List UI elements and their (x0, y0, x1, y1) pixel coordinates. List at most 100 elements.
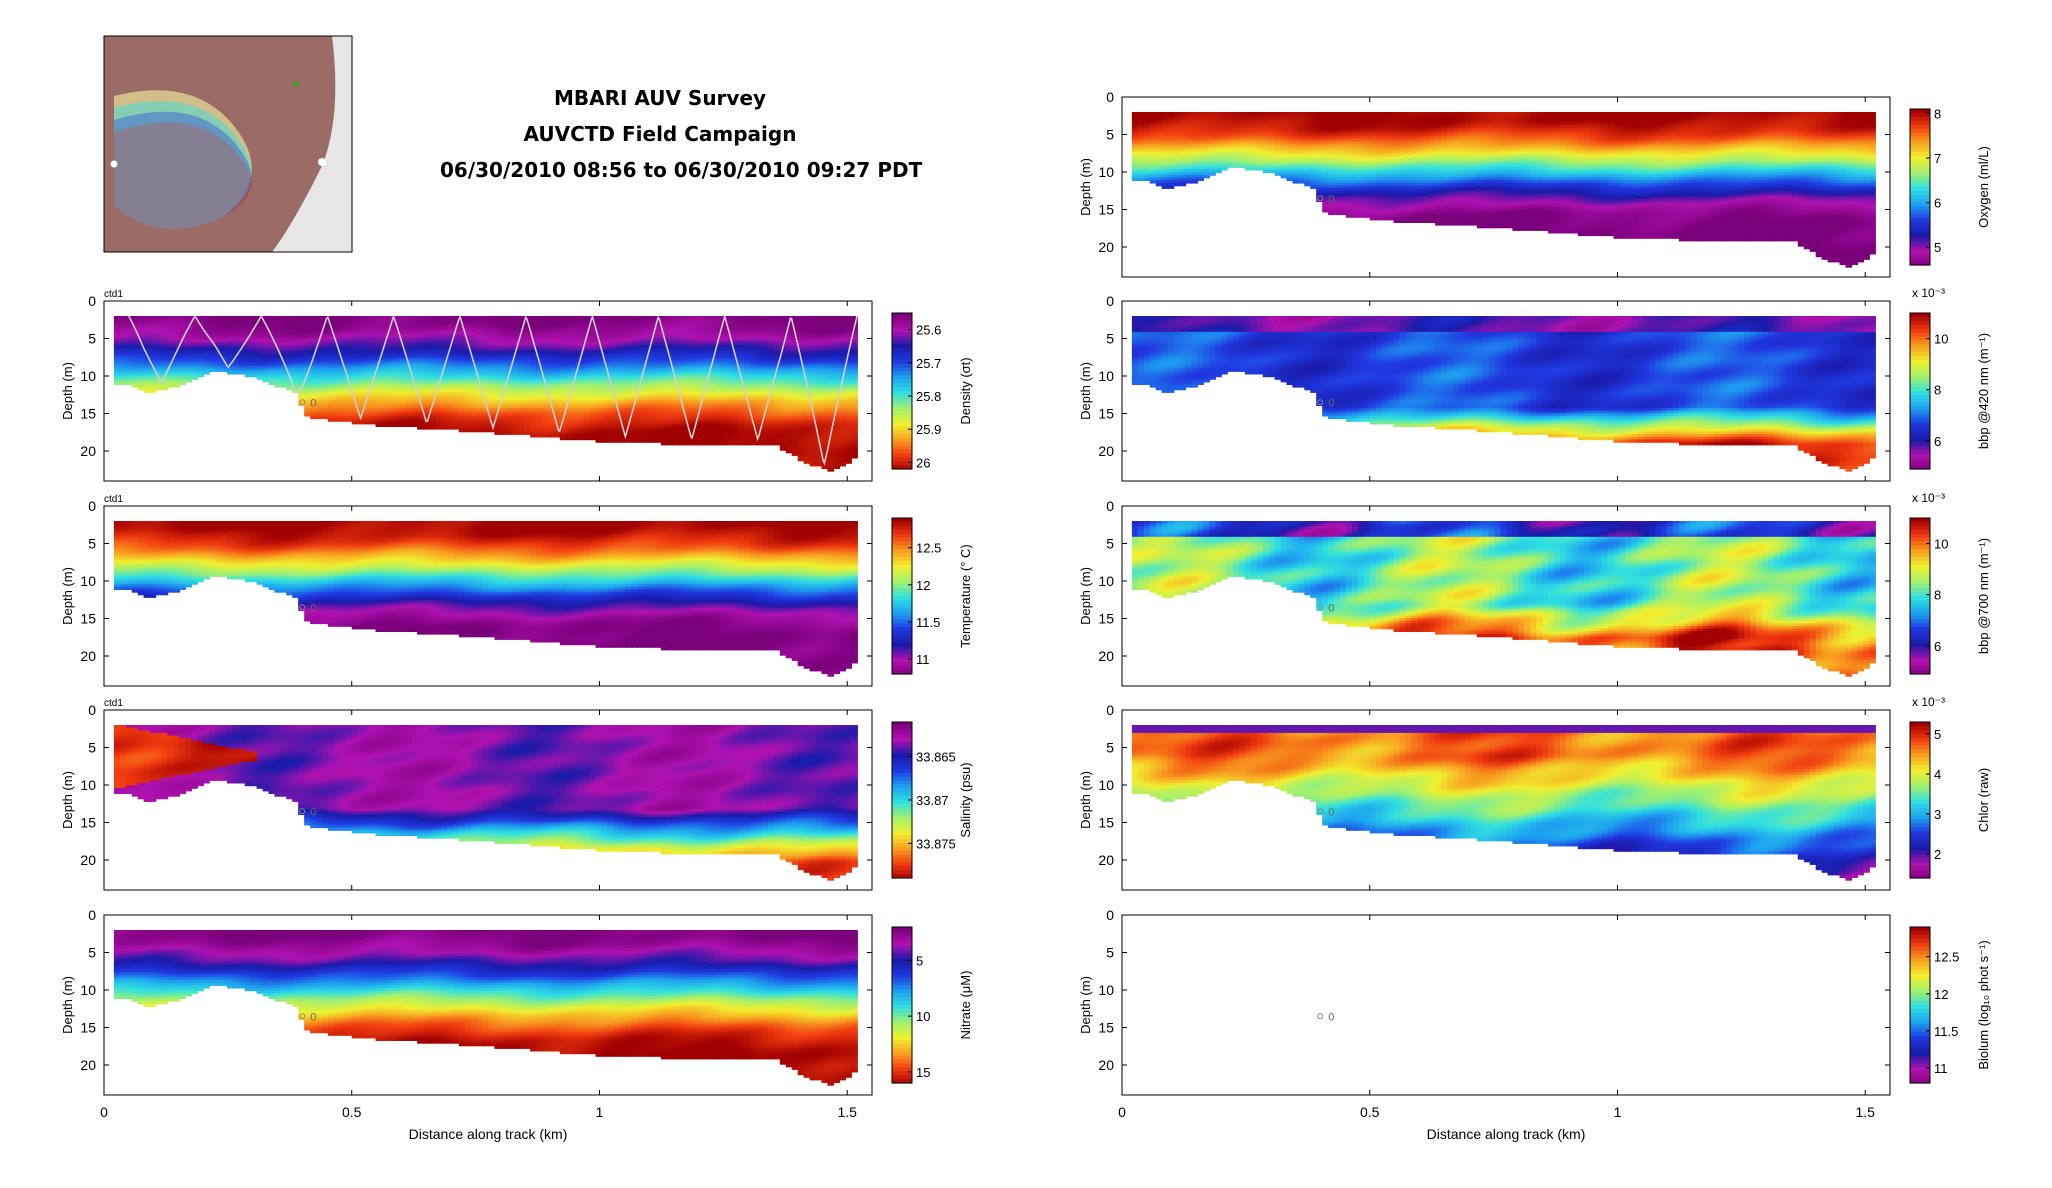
heatmap-cell (167, 384, 175, 388)
heatmap-cell (191, 368, 198, 372)
heatmap-cell (387, 405, 395, 409)
heatmap-cell (143, 316, 151, 320)
heatmap-cell (286, 350, 293, 354)
heatmap-cell (113, 344, 121, 349)
heatmap-cell (232, 331, 240, 336)
heatmap-cell (256, 323, 264, 328)
heatmap-cell (143, 326, 151, 330)
heatmap-cell (345, 318, 353, 322)
heatmap-cell (298, 339, 305, 343)
heatmap-cell (387, 331, 395, 336)
heatmap-cell (393, 379, 401, 383)
heatmap-cell (131, 355, 139, 359)
heatmap-cell (226, 318, 234, 322)
heatmap-cell (268, 326, 276, 330)
heatmap-cell (316, 384, 323, 388)
heatmap-cell (149, 350, 157, 354)
heatmap-cell (209, 342, 216, 346)
heatmap-cell (304, 365, 311, 370)
heatmap-cell (304, 334, 311, 338)
heatmap-cell (351, 350, 359, 354)
heatmap-cell (375, 350, 383, 354)
heatmap-cell (363, 355, 371, 359)
heatmap-cell (387, 347, 395, 351)
heatmap-cell (173, 371, 181, 375)
heatmap-cell (191, 360, 198, 364)
heatmap-cell (304, 318, 311, 322)
heatmap-cell (304, 316, 311, 320)
heatmap-cell (203, 358, 210, 362)
heatmap-cell (339, 415, 347, 420)
heatmap-cell (399, 316, 406, 320)
heatmap-cell (333, 337, 341, 341)
heatmap-cell (328, 358, 335, 362)
heatmap-cell (179, 329, 186, 333)
heatmap-cell (155, 329, 163, 333)
heatmap-cell (363, 344, 371, 349)
heatmap-cell (143, 386, 151, 391)
heatmap-cell (131, 342, 139, 346)
heatmap-cell (298, 358, 305, 362)
heatmap-cell (375, 344, 383, 349)
heatmap-cell (167, 376, 175, 380)
heatmap-cell (363, 323, 371, 328)
heatmap-cell (333, 397, 341, 401)
heatmap-cell (155, 344, 163, 349)
heatmap-cell (328, 373, 335, 378)
heatmap-cell (381, 363, 389, 367)
heatmap-cell (286, 339, 293, 343)
heatmap-cell (173, 337, 181, 341)
heatmap-cell (399, 397, 406, 401)
heatmap-cell (345, 329, 353, 333)
heatmap-cell (119, 326, 127, 330)
heatmap-cell (381, 397, 389, 401)
heatmap-cell (333, 394, 341, 399)
heatmap-cell (387, 342, 395, 346)
heatmap-cell (131, 384, 139, 388)
heatmap-cell (113, 323, 121, 328)
heatmap-cell (351, 334, 359, 338)
heatmap-cell (173, 365, 181, 370)
heatmap-cell (220, 344, 228, 349)
heatmap-cell (316, 376, 323, 380)
heatmap-cell (179, 355, 186, 359)
heatmap-cell (363, 321, 371, 325)
heatmap-cell (209, 331, 216, 336)
heatmap-cell (161, 337, 169, 341)
heatmap-cell (286, 365, 293, 370)
heatmap-cell (399, 323, 406, 328)
heatmap-cell (173, 360, 181, 364)
heatmap-cell (280, 331, 288, 336)
heatmap-cell (375, 323, 383, 328)
heatmap-cell (238, 337, 246, 341)
heatmap-cell (113, 376, 121, 380)
heatmap-cell (149, 337, 157, 341)
heatmap-cell (155, 347, 163, 351)
heatmap-cell (369, 402, 377, 406)
heatmap-cell (143, 376, 151, 380)
heatmap-cell (399, 376, 406, 380)
heatmap-cell (131, 318, 139, 322)
heatmap-cell (256, 355, 264, 359)
heatmap-cell (185, 339, 192, 343)
heatmap-cell (494, 431, 502, 435)
heatmap-cell (381, 415, 389, 420)
heatmap-cell (161, 331, 169, 336)
heatmap-cell (149, 352, 157, 357)
heatmap-cell (274, 376, 282, 380)
heatmap-cell (393, 405, 401, 409)
heatmap-cell (387, 368, 395, 372)
heatmap-cell (268, 321, 276, 325)
heatmap-cell (363, 358, 371, 362)
heatmap-cell (351, 365, 359, 370)
heatmap-cell (375, 392, 383, 396)
heatmap-cell (399, 394, 406, 399)
heatmap-cell (226, 368, 234, 372)
heatmap-cell (553, 434, 561, 438)
heatmap-cell (369, 400, 377, 404)
heatmap-cell (262, 331, 270, 336)
heatmap-cell (113, 347, 121, 351)
heatmap-cell (357, 344, 365, 349)
heatmap-cell (244, 331, 252, 336)
heatmap-cell (637, 439, 644, 443)
